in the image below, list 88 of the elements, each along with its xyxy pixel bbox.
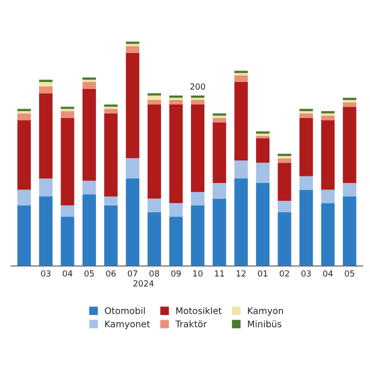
x-tick-label: 10 <box>193 270 202 277</box>
bar <box>190 100 204 104</box>
x-tick-label: 12 <box>236 270 246 276</box>
bar <box>126 52 140 158</box>
bar <box>82 88 96 181</box>
bar <box>60 111 74 118</box>
x-tick-label: 07 <box>128 270 138 277</box>
bar <box>234 178 248 266</box>
bar <box>126 158 140 178</box>
bar <box>234 160 248 178</box>
bar <box>39 82 53 86</box>
bar <box>256 138 270 163</box>
bar <box>126 46 140 53</box>
bar <box>321 190 335 204</box>
x-tick-label: 05 <box>344 270 354 277</box>
bar <box>39 93 53 178</box>
x-tick-label: 08 <box>150 270 160 277</box>
x-tick-label: 03 <box>41 270 50 277</box>
text: 2024 <box>133 280 154 287</box>
bar <box>212 122 226 183</box>
x-tick-label: 11 <box>215 270 224 276</box>
bar <box>17 113 31 120</box>
x-tick-label: 04 <box>323 270 333 277</box>
bar <box>17 205 31 266</box>
bar <box>234 75 248 82</box>
bar <box>39 86 53 94</box>
x-tick-label: 04 <box>62 270 72 277</box>
bar <box>39 178 53 196</box>
bar <box>169 203 183 217</box>
bar <box>212 198 226 266</box>
bar <box>39 196 53 266</box>
bar <box>321 116 335 120</box>
bar <box>342 182 356 196</box>
bar <box>148 198 162 212</box>
bar <box>278 158 292 163</box>
bar <box>148 212 162 266</box>
bar <box>299 118 313 176</box>
bar <box>60 205 74 217</box>
bar <box>342 106 356 183</box>
bar <box>169 216 183 266</box>
bar <box>256 162 270 183</box>
legend-label: Kamyon <box>248 307 284 316</box>
bar <box>60 216 74 266</box>
bar <box>104 108 118 114</box>
x-tick-label: 01 <box>258 270 268 277</box>
bar <box>82 194 96 266</box>
x-tick-label: 06 <box>106 270 116 277</box>
bar <box>321 203 335 266</box>
legend-label: Minibüs <box>248 320 282 328</box>
bar <box>278 162 292 201</box>
bar <box>256 182 270 266</box>
legend-label: Motosiklet <box>176 307 222 314</box>
bar <box>148 100 162 104</box>
bar <box>299 113 313 118</box>
bar <box>190 104 204 192</box>
bar <box>342 102 356 107</box>
bar <box>60 118 74 206</box>
x-tick-label: 05 <box>84 270 94 277</box>
bar <box>212 182 226 199</box>
bar <box>321 120 335 190</box>
bar <box>17 120 31 190</box>
bar <box>82 82 96 89</box>
bar <box>190 192 204 206</box>
bar <box>234 82 248 161</box>
bar <box>212 118 226 122</box>
bar <box>278 200 292 212</box>
bar <box>169 100 183 104</box>
x-tick-label: 02 <box>280 270 289 277</box>
x-tick-label: 03 <box>301 270 311 277</box>
legend-label: Otomobil <box>104 307 145 314</box>
bar <box>190 205 204 266</box>
bar <box>126 178 140 266</box>
bar <box>104 205 118 266</box>
bar <box>278 212 292 266</box>
bar <box>17 190 31 206</box>
x-tick-label: 09 <box>171 270 181 277</box>
bar <box>148 104 162 199</box>
bar <box>342 196 356 266</box>
bar <box>104 196 118 206</box>
bar <box>169 104 183 204</box>
bar <box>299 176 313 190</box>
bar <box>104 113 118 196</box>
bar <box>82 180 96 194</box>
legend-label: Traktör <box>175 320 207 328</box>
bar <box>148 95 162 100</box>
legend-label: Kamyonet <box>105 320 150 330</box>
bar <box>299 190 313 266</box>
annotation: 200 <box>190 83 206 90</box>
